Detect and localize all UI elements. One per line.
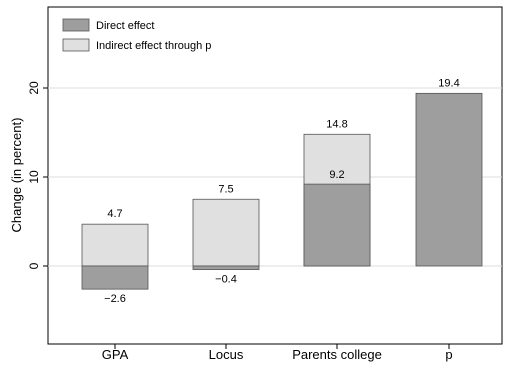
bars [81, 92, 483, 290]
y-tick-label: 10 [27, 170, 41, 184]
legend-label-direct: Direct effect [96, 20, 155, 32]
axes: 0 10 20 GPA Locus Parents college p [27, 81, 453, 362]
bar-direct [192, 265, 260, 270]
bar-indirect [192, 198, 260, 267]
bar-indirect [81, 223, 149, 267]
data-label-indirect: 7.5 [218, 183, 233, 195]
y-tick-label: 20 [27, 81, 41, 95]
y-axis-title: Change (in percent) [9, 118, 24, 233]
y-tick-label: 0 [27, 262, 41, 269]
bar-direct [415, 92, 483, 267]
data-label-indirect: 14.8 [326, 118, 347, 130]
legend-swatch-direct [62, 18, 90, 32]
data-label-direct: −2.6 [104, 293, 126, 305]
legend-label-indirect: Indirect effect through p [96, 40, 211, 52]
data-label-direct: 9.2 [329, 169, 344, 181]
data-labels: 4.7 −2.6 7.5 −0.4 14.8 9.2 19.4 [104, 77, 460, 305]
x-category-label: Parents college [292, 347, 382, 362]
x-category-label: Locus [209, 347, 244, 362]
x-category-label: GPA [102, 347, 129, 362]
data-label-indirect: 4.7 [107, 208, 122, 220]
legend: Direct effect Indirect effect through p [62, 18, 211, 52]
bar-direct [81, 265, 149, 290]
bar-direct [303, 183, 371, 267]
data-label-direct: −0.4 [215, 274, 237, 286]
x-category-label: p [445, 347, 452, 362]
data-label-direct: 19.4 [438, 77, 459, 89]
legend-swatch-indirect [62, 38, 90, 52]
